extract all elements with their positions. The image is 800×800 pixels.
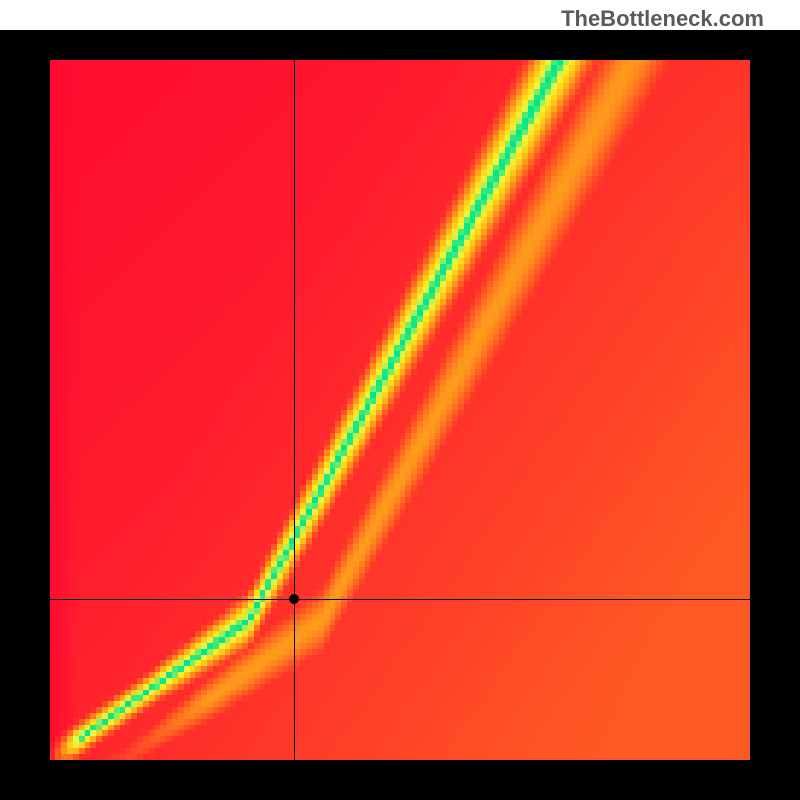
chart-frame bbox=[0, 30, 800, 800]
crosshair-vertical bbox=[294, 60, 295, 760]
heatmap-canvas bbox=[50, 60, 750, 760]
plot-area bbox=[50, 60, 750, 760]
watermark-text: TheBottleneck.com bbox=[561, 6, 764, 32]
marker-dot bbox=[289, 594, 299, 604]
crosshair-horizontal bbox=[50, 599, 750, 600]
